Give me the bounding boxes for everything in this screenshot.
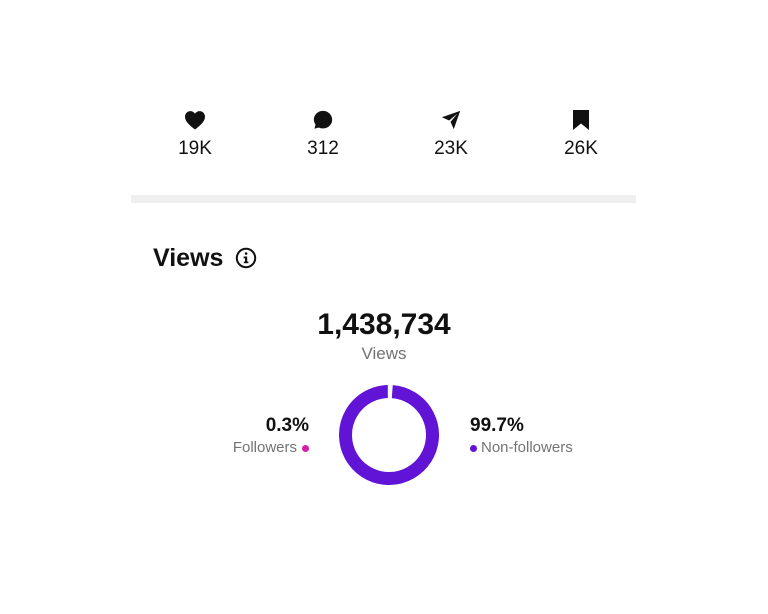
comments-count: 312: [307, 138, 339, 159]
saves-stat: 26K: [536, 108, 626, 160]
followers-legend-row: Followers: [233, 438, 309, 458]
followers-legend: 0.3% Followers: [233, 414, 309, 458]
non-followers-legend: 99.7% Non-followers: [470, 414, 573, 458]
shares-stat: 23K: [406, 108, 496, 160]
info-icon[interactable]: [235, 247, 257, 269]
comments-stat: 312: [278, 108, 368, 160]
non-followers-legend-row: Non-followers: [470, 438, 573, 458]
followers-percent: 0.3%: [265, 415, 309, 436]
saves-count: 26K: [564, 138, 598, 159]
followers-label: Followers: [232, 439, 297, 456]
views-header: Views: [153, 243, 257, 273]
bookmark-icon: [569, 108, 593, 132]
likes-stat: 19K: [150, 108, 240, 160]
non-followers-label: Non-followers: [481, 439, 573, 456]
comment-icon: [311, 108, 335, 132]
followers-dot: [302, 444, 309, 452]
total-views-value: 1,438,734: [317, 308, 451, 341]
views-title: Views: [153, 244, 224, 272]
section-divider: [131, 195, 636, 203]
heart-icon: [183, 108, 207, 132]
non-followers-percent: 99.7%: [470, 415, 524, 436]
shares-count: 23K: [434, 138, 468, 159]
likes-count: 19K: [178, 138, 212, 159]
non-followers-dot: [470, 444, 477, 452]
send-icon: [439, 108, 463, 132]
total-views-label: Views: [361, 344, 407, 363]
views-donut-chart: [339, 385, 439, 485]
non-followers-arc: [339, 385, 439, 485]
